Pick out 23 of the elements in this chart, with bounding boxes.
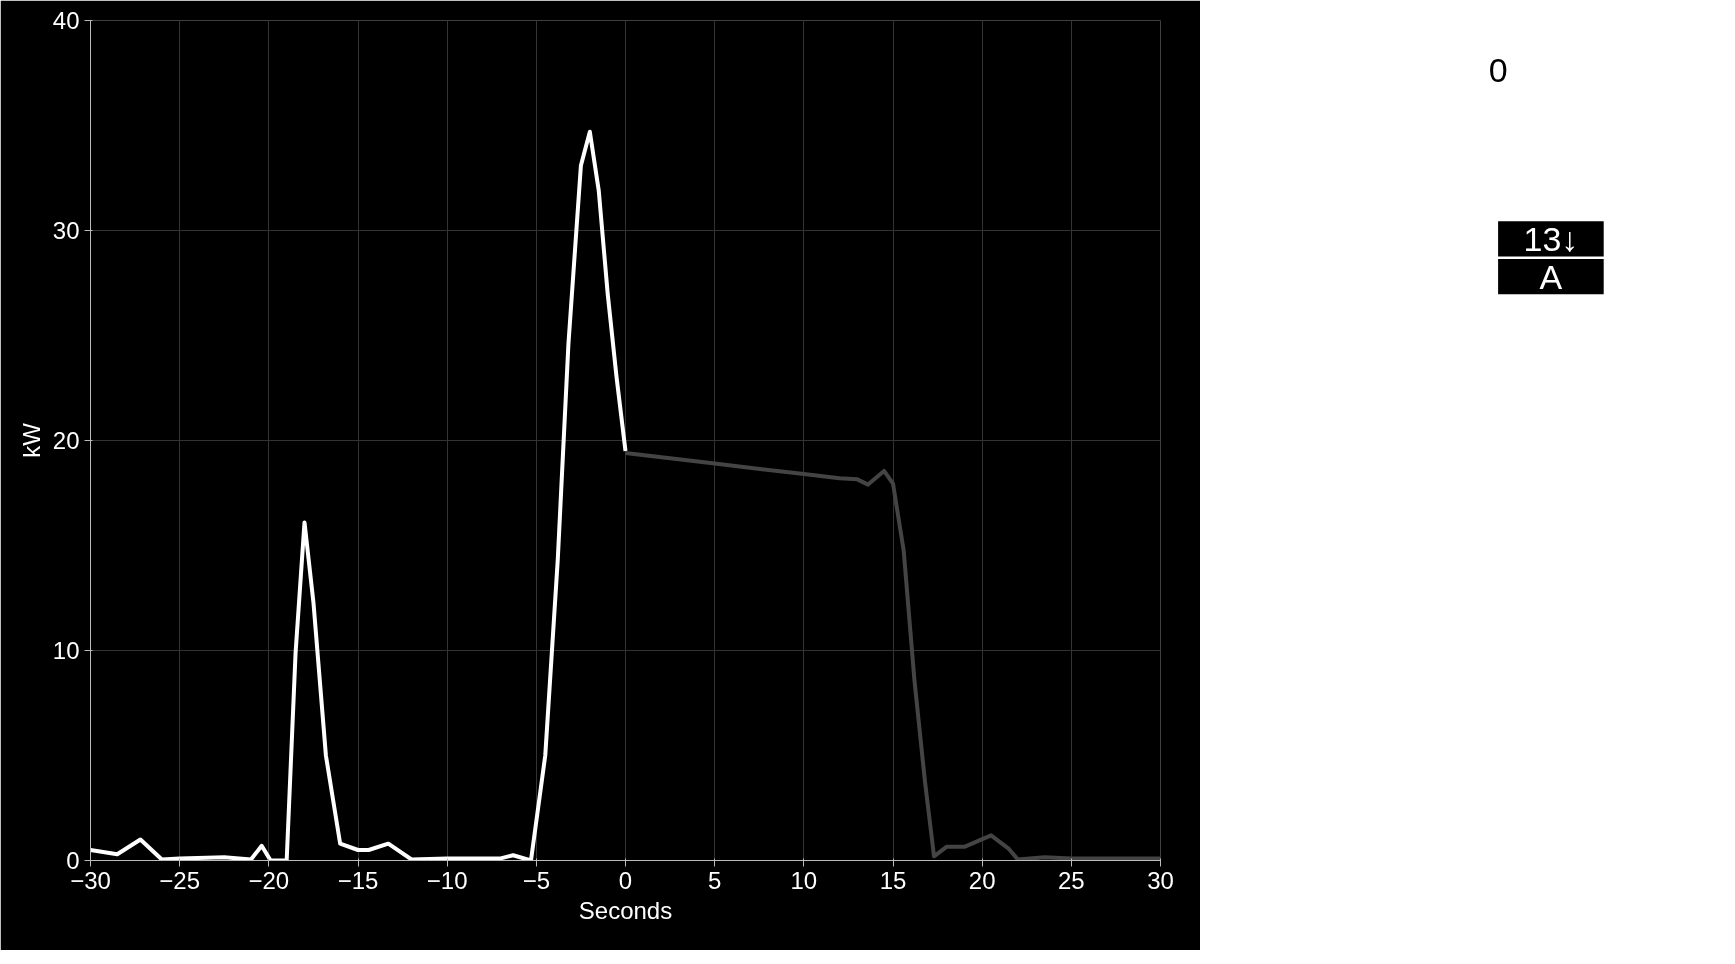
line-series (90, 129, 628, 861)
text: A (1539, 257, 1563, 296)
x-tick-label: 5 (707, 866, 722, 894)
x-tick-label: 20 (968, 866, 996, 894)
x-tick-label: 10 (790, 866, 818, 894)
x-tick-label: −20 (248, 866, 290, 894)
x-tick-label: −15 (337, 866, 379, 894)
x-tick-label: 30 (1147, 866, 1174, 894)
y-tick-label: 20 (52, 427, 80, 454)
x-tick-label: −5 (522, 866, 551, 894)
x-tick-label: 0 (618, 866, 633, 894)
y-tick-label: 40 (52, 7, 80, 34)
x-axis-title: Seconds (578, 896, 673, 924)
y-axis-title: kW (17, 422, 45, 458)
x-tick-label: 15 (879, 866, 907, 894)
x-tick-label: −10 (426, 866, 468, 894)
y-tick-label: 30 (52, 217, 80, 244)
line-series (623, 451, 1161, 861)
text: 0 (1488, 51, 1508, 90)
x-tick-label: 25 (1057, 866, 1085, 894)
y-tick-label: 10 (52, 637, 80, 664)
x-tick-label: −25 (159, 866, 201, 894)
text: 13↓ (1523, 219, 1579, 258)
